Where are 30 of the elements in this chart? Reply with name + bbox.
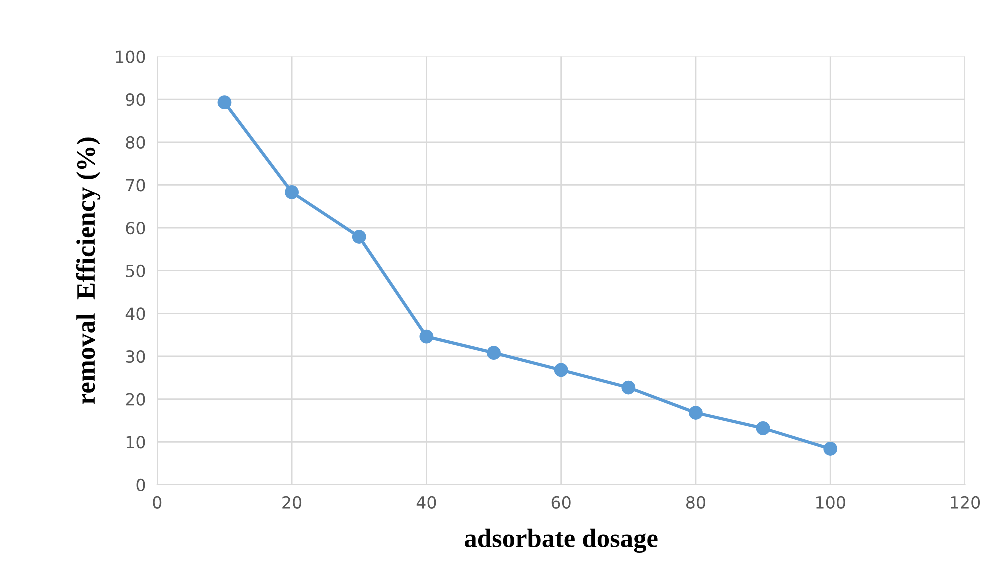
- x-tick-label: 40: [416, 496, 436, 509]
- point: [285, 186, 299, 200]
- y-tick-label: 20: [126, 393, 146, 406]
- point: [218, 96, 232, 110]
- y-tick-label: 0: [136, 478, 146, 492]
- point: [756, 421, 770, 436]
- x-tick-label: 60: [552, 496, 571, 509]
- x-axis-title: adsorbate dosage: [465, 528, 658, 554]
- x-tick-label: 120: [951, 496, 980, 509]
- x-tick-label: 20: [282, 496, 302, 509]
- point: [689, 406, 703, 420]
- point: [420, 330, 434, 344]
- y-tick-label: 80: [126, 136, 146, 149]
- x-tick-label: 80: [686, 496, 706, 509]
- point: [554, 363, 568, 378]
- y-tick-label: 40: [126, 308, 146, 320]
- y-tick-label: 10: [126, 436, 146, 449]
- y-tick-label: 60: [126, 222, 146, 235]
- y-tick-label: 70: [126, 179, 146, 192]
- y-axis-title: removal Efficiency (%): [76, 138, 101, 404]
- y-tick-label: 50: [126, 264, 146, 278]
- x-tick-label: 100: [816, 496, 846, 509]
- y-tick-label: 100: [116, 50, 146, 64]
- y-tick-label: 90: [126, 94, 146, 106]
- y-tick-label: 30: [126, 350, 146, 364]
- point: [824, 442, 838, 456]
- point: [352, 230, 366, 244]
- x-tick-label: 0: [153, 496, 162, 509]
- point: [622, 380, 636, 395]
- point: [487, 346, 501, 360]
